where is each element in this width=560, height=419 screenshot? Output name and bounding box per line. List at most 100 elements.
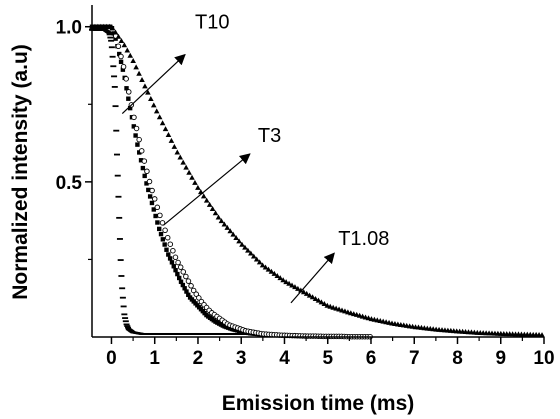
data-point: [141, 158, 148, 164]
data-point: [136, 70, 142, 76]
data-point: [173, 267, 178, 273]
data-point: [120, 305, 127, 308]
data-point: [131, 114, 137, 121]
data-point: [168, 137, 175, 143]
data-point: [242, 244, 248, 250]
data-point: [162, 227, 168, 234]
data-point: [157, 212, 163, 219]
data-point: [106, 33, 113, 36]
series-t3: [89, 24, 265, 337]
data-point: [160, 237, 166, 242]
data-point: [157, 226, 162, 232]
data-point: [115, 33, 122, 39]
data-point: [138, 148, 145, 154]
data-point: [303, 290, 310, 296]
data-point: [183, 273, 189, 280]
data-point: [188, 283, 194, 289]
data-point: [153, 108, 160, 114]
data-point: [146, 178, 153, 185]
data-point: [153, 213, 158, 219]
data-point: [147, 194, 153, 199]
annotation-arrow: [162, 153, 251, 226]
annotation-label: T10: [195, 12, 229, 34]
data-point: [154, 204, 161, 211]
data-point: [212, 210, 219, 216]
data-point: [162, 126, 169, 132]
data-point: [259, 262, 266, 268]
x-tick-label: 2: [193, 348, 204, 369]
annotation-label: T1.08: [338, 228, 389, 250]
x-tick-label: 4: [279, 348, 290, 369]
data-point: [256, 259, 263, 265]
annotations: T10 T3 T1.08: [121, 12, 389, 304]
data-point: [118, 53, 124, 60]
data-point: [206, 201, 213, 207]
data-point: [324, 302, 331, 308]
data-point: [167, 256, 173, 261]
data-point: [151, 207, 156, 212]
data-point: [271, 270, 278, 276]
data-point: [148, 96, 154, 102]
data-point: [115, 195, 122, 198]
data-point: [539, 332, 545, 338]
x-tick-label: 0: [106, 348, 117, 369]
data-point: [159, 220, 166, 226]
data-point: [196, 295, 202, 301]
data-point: [300, 289, 307, 295]
data-point: [286, 280, 292, 286]
data-point: [262, 264, 269, 270]
data-point: [195, 184, 201, 190]
data-point: [245, 247, 251, 253]
data-point: [108, 39, 115, 42]
data-point: [268, 268, 275, 274]
data-point: [133, 125, 140, 132]
data-point: [224, 224, 231, 230]
data-point: [185, 278, 192, 284]
data-point: [115, 43, 122, 50]
data-point: [162, 242, 167, 247]
data-point: [215, 214, 222, 220]
data-point: [138, 158, 144, 163]
data-point: [165, 132, 172, 138]
data-point: [114, 174, 121, 177]
data-point: [164, 234, 171, 241]
data-point: [171, 143, 178, 149]
y-tick-label: 0.5: [56, 173, 83, 194]
data-point: [124, 47, 131, 53]
data-point: [177, 264, 184, 270]
annotation-label: T3: [258, 125, 281, 147]
data-point: [253, 256, 260, 262]
data-point: [133, 64, 139, 70]
data-point: [230, 231, 236, 237]
data-point: [265, 266, 272, 272]
data-point: [180, 159, 186, 165]
data-point: [107, 36, 114, 39]
data-point: [274, 272, 281, 278]
data-point: [117, 51, 122, 57]
data-point: [189, 174, 195, 180]
data-point: [122, 317, 129, 319]
data-point: [321, 301, 328, 307]
data-point: [248, 250, 254, 256]
data-point: [233, 235, 239, 241]
series-t1-08: [89, 23, 545, 338]
data-point: [218, 218, 225, 224]
x-tick-label: 5: [322, 348, 333, 369]
data-point: [144, 181, 149, 186]
data-point: [186, 292, 191, 298]
data-point: [239, 241, 245, 247]
annotation-arrow: [121, 53, 186, 115]
data-point: [171, 264, 176, 269]
data-point: [209, 206, 216, 212]
data-point: [184, 289, 189, 294]
data-point: [193, 291, 199, 297]
data-point: [114, 153, 121, 156]
data-point: [295, 285, 301, 291]
data-point: [142, 173, 147, 179]
data-point: [121, 313, 128, 316]
data-point: [167, 241, 174, 247]
data-point: [112, 105, 119, 108]
data-point: [298, 287, 304, 293]
x-tick-label: 1: [149, 348, 160, 369]
